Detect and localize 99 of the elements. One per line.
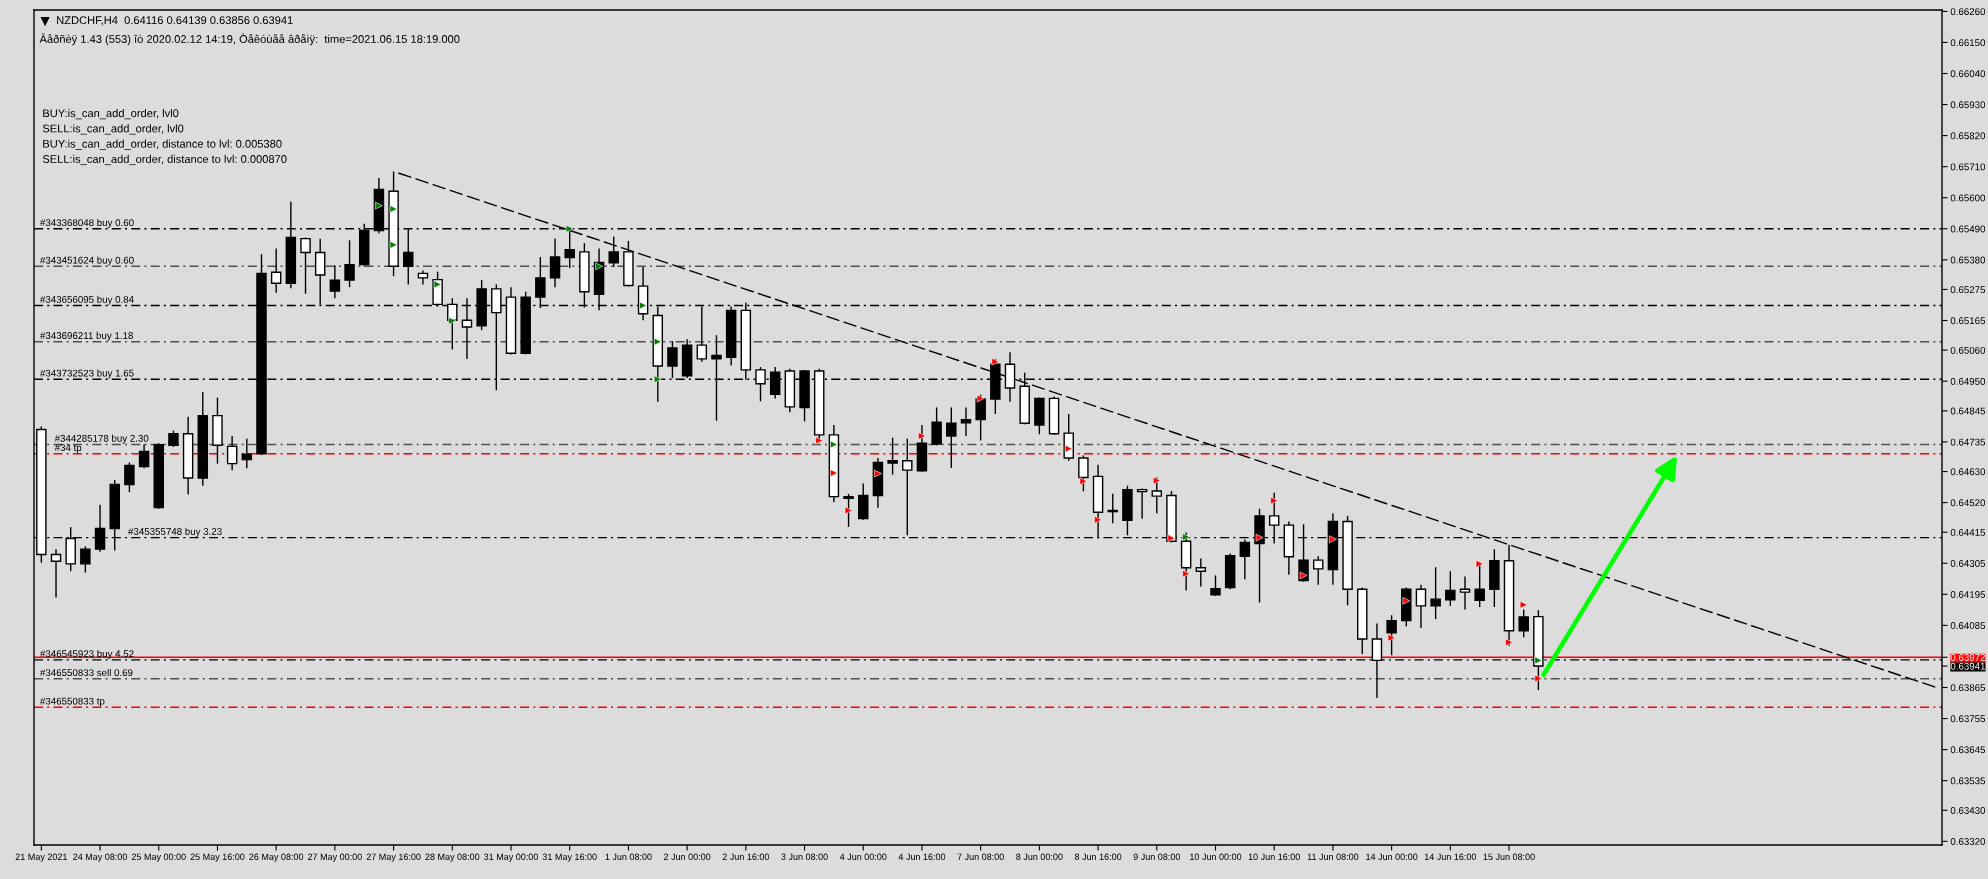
chart-title: NZDCHF,H4 0.64116 0.64139 0.63856 0.63941 — [57, 16, 293, 26]
candlestick — [50, 548, 62, 599]
candlestick — [80, 545, 91, 574]
candlestick — [1312, 555, 1324, 586]
candlestick — [1415, 584, 1427, 629]
candlestick — [1004, 351, 1016, 403]
x-tick-label: 4 Jun 00:00 — [839, 853, 887, 860]
candlestick — [1459, 575, 1471, 611]
ref-line-label: #343368048 buy 0.60 — [40, 218, 134, 229]
y-tick-label: 0.65275 — [1950, 286, 1986, 294]
ref-line-label: #34 tp — [54, 444, 82, 453]
text: Âåðñèÿ 1.43 (553) îò 2020.02.12 14:19, Òåêóùåå âðåìÿ: time=2021.06.15 18:19.000 — [39, 33, 460, 46]
y-tick-label: 0.63755 — [1950, 715, 1986, 723]
x-tick-label: 25 May 16:00 — [190, 853, 245, 862]
y-tick-label: 0.66040 — [1950, 70, 1986, 78]
x-tick-label: 25 May 00:00 — [131, 853, 186, 862]
candlestick — [1518, 608, 1529, 638]
y-tick-label: 0.63535 — [1950, 777, 1986, 785]
candlestick — [1430, 566, 1441, 620]
annotation: BUY:is_can_add_order, distance to lvl: 0.005380 — [43, 139, 282, 150]
y-tick-label: 0.63972 — [1950, 654, 1985, 661]
x-tick-label: 8 Jun 00:00 — [1016, 853, 1063, 860]
annotation: SELL:is_can_add_order, lvl0 — [42, 124, 184, 135]
candlestick — [1239, 538, 1251, 581]
candlestick — [1445, 570, 1456, 607]
candlestick — [1195, 557, 1207, 588]
x-tick-label: 27 May 16:00 — [366, 853, 421, 862]
y-tick-label: 0.65380 — [1950, 256, 1986, 264]
x-tick-label: 24 May 08:00 — [73, 853, 128, 862]
y-tick-label: 0.65710 — [1950, 163, 1986, 171]
ref-line-label: #343696211 buy 1.18 — [40, 331, 133, 341]
y-tick-label: 0.66150 — [1950, 39, 1986, 47]
x-tick-label: 2 Jun 16:00 — [722, 853, 770, 860]
x-tick-label: 31 May 16:00 — [542, 853, 597, 862]
x-tick-label: 10 Jun 00:00 — [1190, 853, 1242, 860]
ref-line-label: #343732523 buy 1.65 — [40, 369, 134, 379]
x-tick-label: 10 Jun 16:00 — [1248, 853, 1300, 860]
y-tick-label: 0.64415 — [1950, 528, 1986, 536]
candlestick — [300, 236, 311, 295]
y-tick-label: 0.64195 — [1950, 591, 1986, 598]
candlestick — [1136, 487, 1148, 520]
ref-line-label: #343656095 buy 0.84 — [40, 295, 134, 305]
y-tick-label: 0.66260 — [1950, 8, 1986, 16]
x-tick-label: 28 May 08:00 — [425, 853, 480, 862]
candlestick — [270, 247, 282, 294]
candlestick — [608, 235, 619, 268]
candlestick — [902, 438, 913, 537]
y-tick-label: 0.64735 — [1950, 438, 1986, 446]
y-tick-label: 0.65165 — [1950, 317, 1986, 325]
x-tick-label: 11 Jun 08:00 — [1307, 853, 1359, 860]
candlestick — [549, 237, 561, 288]
ref-line-label: #343451624 buy 0.60 — [40, 256, 134, 266]
ref-line-label: #345355748 buy 3.23 — [128, 527, 222, 537]
candlestick — [858, 482, 869, 521]
annotation: SELL:is_can_add_order, distance to lvl: 0.000870 — [42, 154, 287, 166]
y-tick-label: 0.65060 — [1950, 346, 1986, 354]
x-tick-label: 3 Jun 08:00 — [781, 853, 828, 860]
candlestick — [329, 264, 341, 299]
y-tick-label: 0.64085 — [1950, 622, 1986, 629]
candlestick — [226, 435, 238, 471]
y-tick-label: 0.64630 — [1950, 468, 1986, 476]
x-tick-label: 14 Jun 00:00 — [1366, 853, 1418, 860]
x-tick-label: 15 Jun 08:00 — [1483, 853, 1535, 860]
y-tick-label: 0.63865 — [1950, 684, 1986, 692]
x-tick-label: 26 May 08:00 — [249, 853, 304, 862]
y-tick-label: 0.65820 — [1950, 132, 1986, 140]
candlestick — [124, 461, 135, 493]
annotation: BUY:is_can_add_order, lvl0 — [43, 108, 179, 120]
candlestick — [138, 443, 150, 469]
x-tick-label: 7 Jun 08:00 — [957, 853, 1004, 860]
y-tick-label: 0.65600 — [1950, 194, 1986, 202]
y-tick-label: 0.64305 — [1950, 560, 1986, 567]
x-tick-label: 21 May 2021 — [15, 853, 67, 862]
x-tick-label: 2 Jun 00:00 — [663, 853, 711, 860]
y-tick-label: 0.63941 — [1950, 662, 1985, 670]
ref-line-label: #344285178 buy 2.30 — [54, 434, 149, 444]
x-tick-label: 8 Jun 16:00 — [1074, 853, 1122, 860]
candlestick — [946, 406, 957, 469]
x-tick-label: 4 Jun 16:00 — [898, 853, 946, 860]
x-tick-label: 1 Jun 08:00 — [605, 853, 652, 860]
y-tick-label: 0.63430 — [1950, 807, 1986, 814]
ref-line-label: #346550833 sell 0.69 — [40, 668, 133, 677]
y-tick-label: 0.65930 — [1950, 101, 1986, 109]
candlestick — [667, 340, 678, 379]
y-tick-label: 0.65490 — [1950, 225, 1986, 233]
y-tick-label: 0.63320 — [1950, 838, 1986, 845]
y-tick-label: 0.64950 — [1950, 377, 1986, 385]
y-tick-label: 0.63645 — [1950, 746, 1986, 754]
ref-line-label: #346545923 buy 4.52 — [40, 650, 134, 660]
x-tick-label: 27 May 00:00 — [307, 853, 362, 862]
x-tick-label: 14 Jun 16:00 — [1424, 853, 1477, 860]
candlestick — [887, 436, 898, 476]
candlestick — [931, 406, 942, 446]
y-tick-label: 0.64520 — [1950, 499, 1986, 507]
ref-line-label: #346550833 tp — [40, 697, 105, 707]
x-tick-label: 31 May 00:00 — [483, 853, 538, 862]
candlestick — [344, 239, 355, 288]
x-tick-label: 9 Jun 08:00 — [1133, 853, 1181, 860]
y-tick-label: 0.64845 — [1950, 407, 1986, 415]
